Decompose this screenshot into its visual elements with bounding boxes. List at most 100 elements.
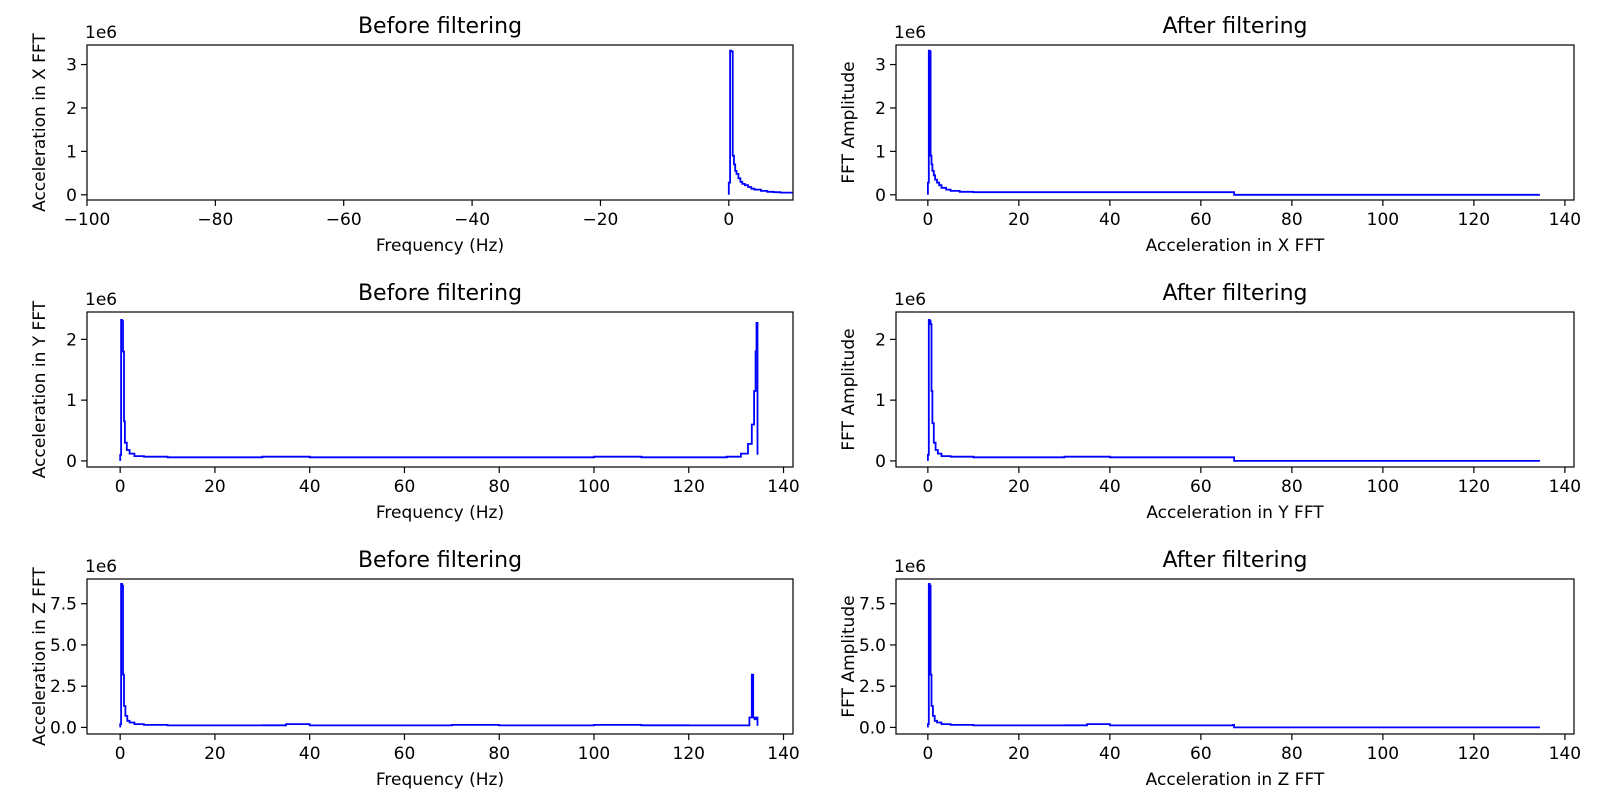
y-tick-label: 3: [66, 56, 77, 76]
x-tick-label: 20: [204, 744, 226, 764]
y-tick-label: 0: [875, 186, 886, 206]
y-offset-label: 1e6: [85, 23, 117, 43]
y-axis-label: FFT Amplitude: [839, 328, 859, 450]
x-tick-label: 140: [767, 477, 799, 497]
y-tick-label: 0: [875, 452, 886, 472]
subplot-title: Before filtering: [358, 14, 522, 39]
subplot-4: 0 20 40 60 80 100 120 140 0 1 2 1e6 After filtering A…: [839, 281, 1581, 523]
x-tick-label: −100: [64, 210, 111, 230]
x-tick-label: 140: [1549, 210, 1581, 230]
axes-frame: [895, 311, 1575, 468]
x-tick-label: 80: [1281, 744, 1303, 764]
x-tick-label: 120: [673, 744, 705, 764]
x-axis-label: Frequency (Hz): [376, 503, 504, 523]
y-tick-label: 2: [66, 330, 77, 350]
x-tick-label: 100: [1367, 744, 1399, 764]
x-tick-label: 40: [1099, 744, 1121, 764]
x-tick-label: 40: [299, 477, 321, 497]
y-offset-label: 1e6: [85, 557, 117, 577]
x-tick-label: 40: [299, 744, 321, 764]
x-tick-label: 0: [115, 744, 126, 764]
subplot-1: −100 −80 −60 −40 −20 0 0 1 2 3 1e6 Before filtering…: [30, 14, 794, 256]
y-tick-label: 1: [875, 391, 886, 411]
x-tick-label: 80: [488, 477, 510, 497]
series-line-2-1: [927, 49, 1540, 196]
series-line-3-1: [119, 319, 759, 461]
x-tick-label: 40: [1099, 210, 1121, 230]
y-offset-label: 1e6: [85, 290, 117, 310]
y-tick-label: 0.0: [50, 718, 77, 738]
x-tick-label: −80: [197, 210, 233, 230]
y-tick-label: 5.0: [50, 636, 77, 656]
x-tick-label: 80: [488, 744, 510, 764]
x-tick-label: 0: [115, 477, 126, 497]
x-tick-label: 60: [1190, 210, 1212, 230]
subplot-5: 0 20 40 60 80 100 120 140 0.0 2.5 5.0 7.5 1e6 Before …: [30, 548, 800, 790]
x-tick-label: 0: [922, 210, 933, 230]
axes-frame: [86, 578, 794, 735]
x-tick-label: −60: [326, 210, 362, 230]
x-tick-label: 120: [1458, 477, 1490, 497]
y-axis-label: Acceleration in X FFT: [30, 33, 50, 212]
series-line-5-1: [119, 583, 759, 728]
x-tick-label: 0: [723, 210, 734, 230]
y-tick-label: 2.5: [859, 677, 886, 697]
y-tick-label: 3: [875, 56, 886, 76]
x-tick-label: 80: [1281, 477, 1303, 497]
subplot-title: After filtering: [1162, 548, 1307, 573]
y-tick-label: 7.5: [859, 595, 886, 615]
axes-frame: [86, 44, 794, 201]
y-tick-label: 1: [875, 142, 886, 162]
x-tick-label: 0: [922, 744, 933, 764]
subplot-title: After filtering: [1162, 14, 1307, 39]
x-tick-label: 140: [1549, 477, 1581, 497]
y-axis-label: Acceleration in Z FFT: [30, 567, 50, 746]
series-line-4-1: [927, 319, 1540, 462]
y-tick-label: 0: [66, 186, 77, 206]
subplot-6: 0 20 40 60 80 100 120 140 0.0 2.5 5.0 7.5 1e6 After f…: [839, 548, 1581, 790]
x-tick-label: 140: [1549, 744, 1581, 764]
subplot-title: Before filtering: [358, 281, 522, 306]
x-tick-label: 60: [1190, 744, 1212, 764]
x-axis-label: Acceleration in X FFT: [1146, 236, 1325, 256]
x-tick-label: 40: [1099, 477, 1121, 497]
y-offset-label: 1e6: [894, 557, 926, 577]
y-tick-label: 7.5: [50, 595, 77, 615]
x-tick-label: 100: [1367, 477, 1399, 497]
y-tick-label: 2: [875, 99, 886, 119]
x-tick-label: −20: [583, 210, 619, 230]
subplot-2: 0 20 40 60 80 100 120 140 0 1 2 3 1e6 After filtering…: [839, 14, 1581, 256]
x-tick-label: 140: [767, 744, 799, 764]
x-tick-label: 0: [922, 477, 933, 497]
y-tick-label: 2.5: [50, 677, 77, 697]
y-axis-label: Acceleration in Y FFT: [30, 300, 50, 478]
y-axis-label: FFT Amplitude: [839, 61, 859, 183]
x-tick-label: 120: [1458, 744, 1490, 764]
axes-frame: [895, 44, 1575, 201]
x-tick-label: 20: [1008, 210, 1030, 230]
x-axis-label: Acceleration in Z FFT: [1146, 770, 1325, 790]
x-tick-label: 100: [578, 744, 610, 764]
x-tick-label: 120: [1458, 210, 1490, 230]
x-tick-label: 100: [1367, 210, 1399, 230]
y-tick-label: 0: [66, 452, 77, 472]
x-tick-label: −40: [454, 210, 490, 230]
y-axis-label: FFT Amplitude: [839, 595, 859, 717]
x-tick-label: 60: [394, 477, 416, 497]
subplot-3: 0 20 40 60 80 100 120 140 0 1 2 1e6 Before filtering…: [30, 281, 800, 523]
x-tick-label: 120: [673, 477, 705, 497]
series-line-1-1: [727, 49, 793, 195]
x-axis-label: Acceleration in Y FFT: [1146, 503, 1324, 523]
x-tick-label: 20: [204, 477, 226, 497]
y-tick-label: 1: [66, 142, 77, 162]
y-tick-label: 0.0: [859, 718, 886, 738]
axes-frame: [86, 311, 794, 468]
x-tick-label: 20: [1008, 477, 1030, 497]
x-axis-label: Frequency (Hz): [376, 770, 504, 790]
x-tick-label: 60: [1190, 477, 1212, 497]
y-tick-label: 5.0: [859, 636, 886, 656]
x-tick-label: 100: [578, 477, 610, 497]
y-offset-label: 1e6: [894, 23, 926, 43]
subplot-title: After filtering: [1162, 281, 1307, 306]
